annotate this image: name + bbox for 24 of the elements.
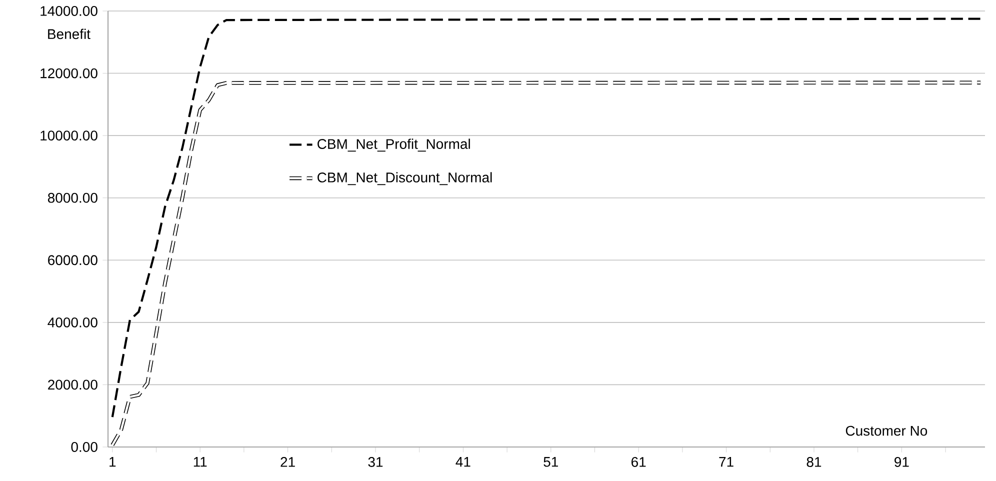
x-tick-label: 71 [719,457,734,467]
y-tick-label: 4000.00 [48,317,98,328]
y-tick-label: 10000.00 [40,130,98,141]
y-tick-label: 2000.00 [48,380,98,390]
legend-label: CBM_Net_Discount_Normal [318,172,492,186]
x-tick-label: 11 [194,457,207,467]
x-tick-label: 51 [544,457,558,467]
x-tick-label: 41 [456,457,470,467]
y-tick-label: 14000.00 [40,6,98,16]
x-tick-label: 61 [632,457,646,467]
x-tick-label: 91 [894,457,909,467]
x-tick-label: 21 [280,457,295,467]
x-tick-label: 1 [110,457,116,467]
y-tick-label: 12000.00 [40,68,98,78]
y-tick-label: 0.00 [71,442,98,452]
x-axis-title: Customer No [846,426,928,436]
line-series [111,18,982,418]
y-axis-title: Benefit [48,28,90,40]
legend-label: CBM_Net_Profit_Normal [318,138,470,152]
line-series [110,80,982,447]
x-tick-label: 81 [806,457,822,467]
y-tick-label: 6000.00 [48,255,98,266]
y-tick-label: 8000.00 [48,192,98,203]
x-tick-label: 31 [368,457,383,467]
